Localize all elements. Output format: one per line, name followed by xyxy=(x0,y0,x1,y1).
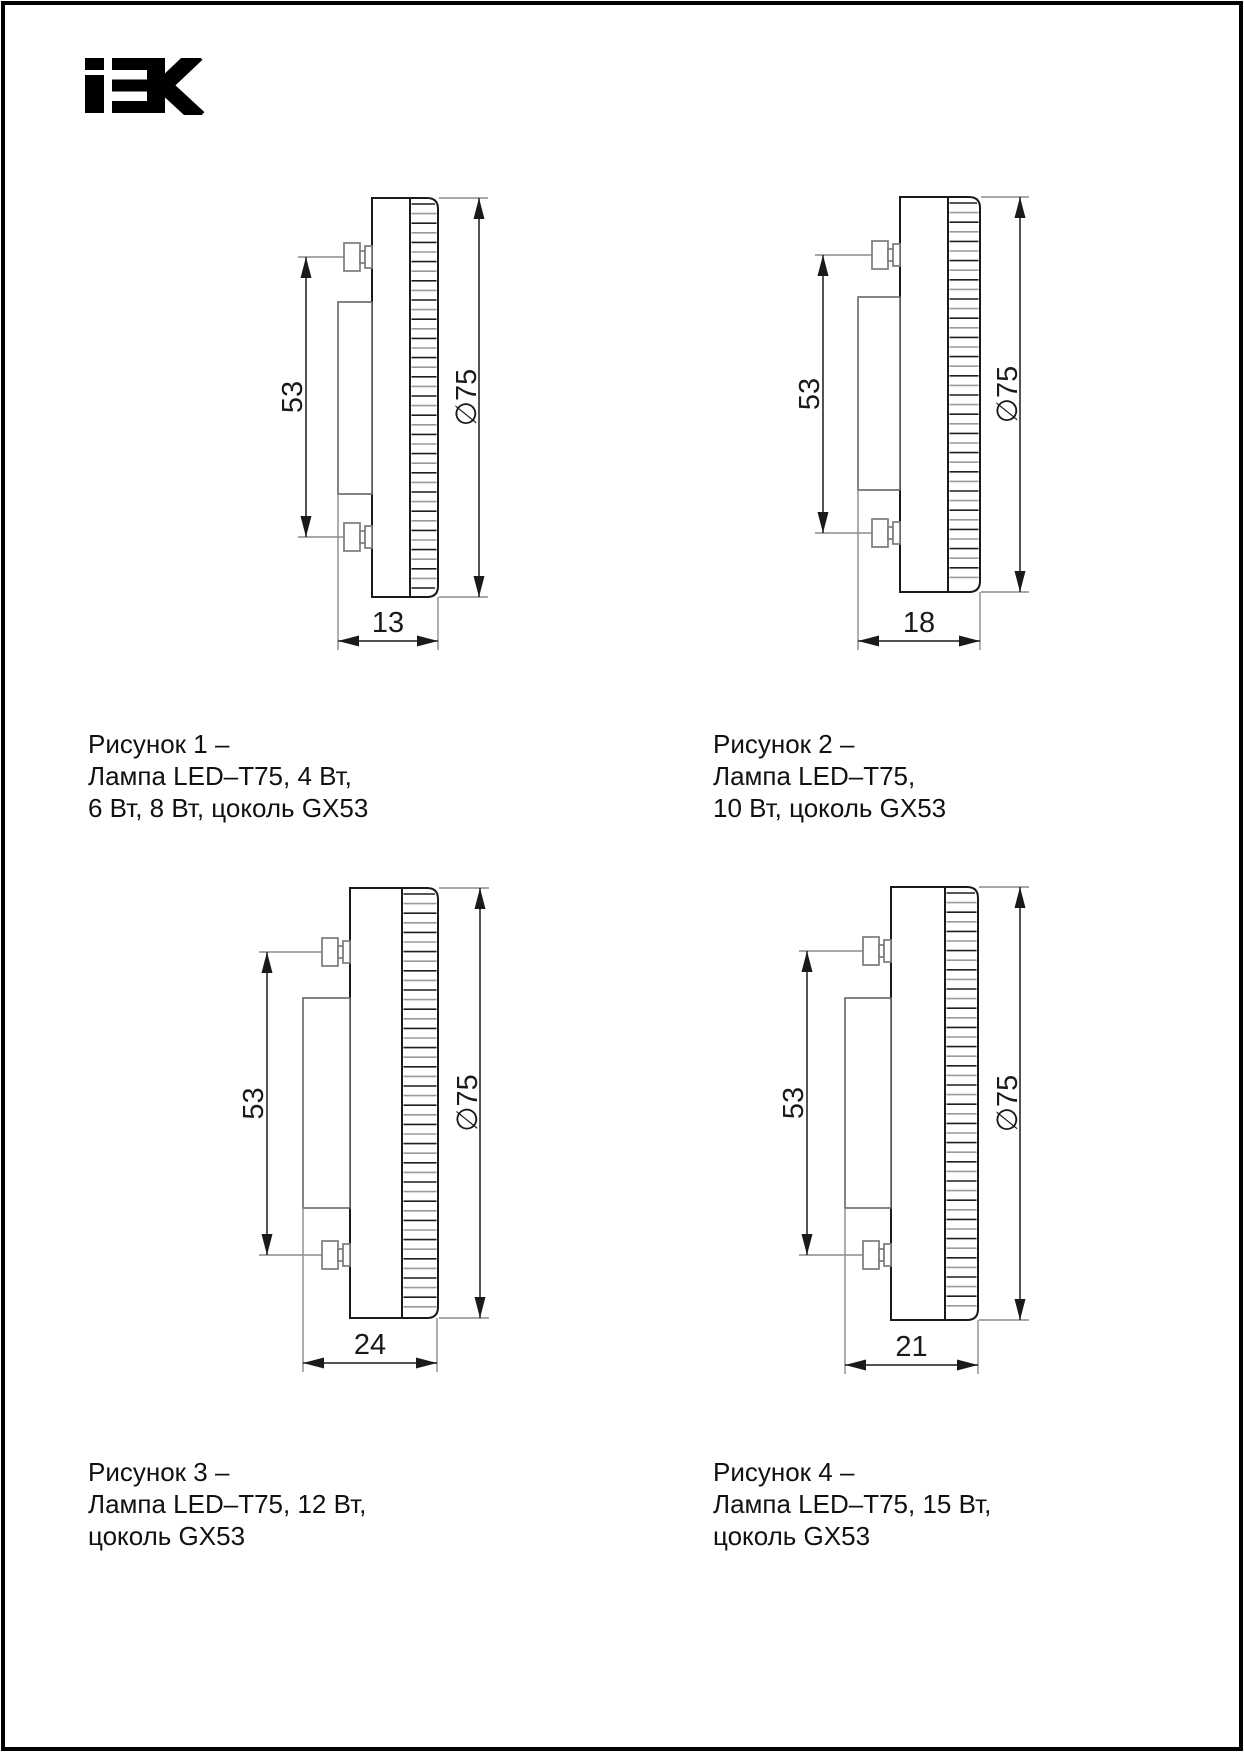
lamp-body-outline xyxy=(890,886,979,1321)
dimension-arrow xyxy=(338,635,359,647)
gx53-pin xyxy=(259,937,351,967)
lamp-base-outline xyxy=(857,296,901,491)
pin-flange xyxy=(883,939,892,963)
dimension-arrow xyxy=(473,198,485,219)
pin-flange xyxy=(342,940,351,964)
dim-label-diameter: ∅75 xyxy=(992,366,1024,424)
figure-drawing-2: 53 ∅75 18 xyxy=(794,196,1029,650)
caption-line: Лампа LED–T75, 12 Вт, xyxy=(88,1489,367,1519)
pin-head xyxy=(862,936,880,966)
dimension-arrow xyxy=(1014,197,1026,218)
pin-flange xyxy=(892,521,901,545)
figure-3-caption: Рисунок 3 – Лампа LED–T75, 12 Вт, цоколь… xyxy=(88,1456,366,1552)
dimension-arrow xyxy=(300,257,312,278)
dimension-arrow xyxy=(417,635,438,647)
dim-label-diameter: ∅75 xyxy=(452,1074,484,1132)
caption-line: Рисунок 4 – xyxy=(713,1457,855,1487)
lamp-body-outline xyxy=(899,196,981,593)
gx53-pin xyxy=(815,518,901,548)
caption-line: Лампа LED–T75, 4 Вт, xyxy=(88,761,352,791)
pin-head xyxy=(871,240,889,270)
dimension-arrow xyxy=(416,1357,437,1369)
lamp-base-outline xyxy=(337,301,373,495)
figure-2-caption: Рисунок 2 – Лампа LED–T75, 10 Вт, цоколь… xyxy=(713,728,946,824)
caption-line: Рисунок 2 – xyxy=(713,729,855,759)
dim-label-width: 18 xyxy=(903,607,935,639)
figure-drawing-3: 53 ∅75 24 xyxy=(238,887,489,1372)
pin-head xyxy=(343,242,361,272)
dim-label-diameter: ∅75 xyxy=(992,1075,1024,1133)
lamp-body-outline xyxy=(371,197,439,598)
pin-flange xyxy=(364,525,373,549)
dimension-arrow xyxy=(261,952,273,973)
dim-label-width: 13 xyxy=(372,607,404,639)
caption-line: Лампа LED–T75, 15 Вт, xyxy=(713,1489,992,1519)
dim-label-diameter: ∅75 xyxy=(451,369,483,427)
pin-flange xyxy=(883,1243,892,1267)
pin-flange xyxy=(892,243,901,267)
dimension-arrow xyxy=(817,255,829,276)
dimension-arrow xyxy=(1014,571,1026,592)
dim-label-width: 21 xyxy=(895,1331,927,1363)
figure-drawing-4: 53 ∅75 21 xyxy=(778,886,1029,1374)
lamp-base-outline xyxy=(844,997,892,1209)
gx53-pin xyxy=(298,522,373,552)
caption-line: 10 Вт, цоколь GX53 xyxy=(713,793,947,823)
dim-label-pin-spacing: 53 xyxy=(238,1087,270,1119)
dimension-arrow xyxy=(801,951,813,972)
dimension-arrow xyxy=(474,888,486,909)
gx53-pin xyxy=(815,240,901,270)
dimension-arrow xyxy=(959,635,980,647)
caption-line: цоколь GX53 xyxy=(88,1521,246,1551)
pin-flange xyxy=(342,1243,351,1267)
gx53-pin xyxy=(259,1240,351,1270)
dimension-arrow xyxy=(474,1297,486,1318)
pin-head xyxy=(871,518,889,548)
pin-head xyxy=(862,1240,880,1270)
caption-line: 6 Вт, 8 Вт, цоколь GX53 xyxy=(88,793,369,823)
caption-line: Рисунок 1 – xyxy=(88,729,230,759)
dimension-arrow xyxy=(845,1359,866,1371)
pin-head xyxy=(321,937,339,967)
dimension-arrow xyxy=(261,1234,273,1255)
dimension-arrow xyxy=(1014,887,1026,908)
caption-line: Рисунок 3 – xyxy=(88,1457,230,1487)
lamp-base-outline xyxy=(302,997,351,1209)
gx53-pin xyxy=(298,242,373,272)
caption-line: Лампа LED–T75, xyxy=(713,761,916,791)
dim-label-width: 24 xyxy=(354,1329,386,1361)
dimension-arrow xyxy=(303,1357,324,1369)
pin-head xyxy=(321,1240,339,1270)
gx53-pin xyxy=(799,1240,892,1270)
dimension-arrow xyxy=(1014,1299,1026,1320)
figure-drawing-1: 53 ∅75 13 xyxy=(277,197,488,650)
dimension-arrow xyxy=(817,512,829,533)
dimension-arrow xyxy=(473,576,485,597)
iek-logo xyxy=(85,58,205,115)
dim-label-pin-spacing: 53 xyxy=(794,378,826,410)
dimension-arrow xyxy=(858,635,879,647)
figure-4-caption: Рисунок 4 – Лампа LED–T75, 15 Вт, цоколь… xyxy=(713,1456,991,1552)
dimension-arrow xyxy=(957,1359,978,1371)
pin-flange xyxy=(364,245,373,269)
lamp-body-outline xyxy=(349,887,439,1319)
dimension-arrow xyxy=(801,1234,813,1255)
dim-label-pin-spacing: 53 xyxy=(277,381,309,413)
gx53-pin xyxy=(799,936,892,966)
figure-1-caption: Рисунок 1 – Лампа LED–T75, 4 Вт, 6 Вт, 8… xyxy=(88,728,368,824)
dim-label-pin-spacing: 53 xyxy=(778,1087,810,1119)
pin-head xyxy=(343,522,361,552)
caption-line: цоколь GX53 xyxy=(713,1521,871,1551)
dimension-arrow xyxy=(300,516,312,537)
